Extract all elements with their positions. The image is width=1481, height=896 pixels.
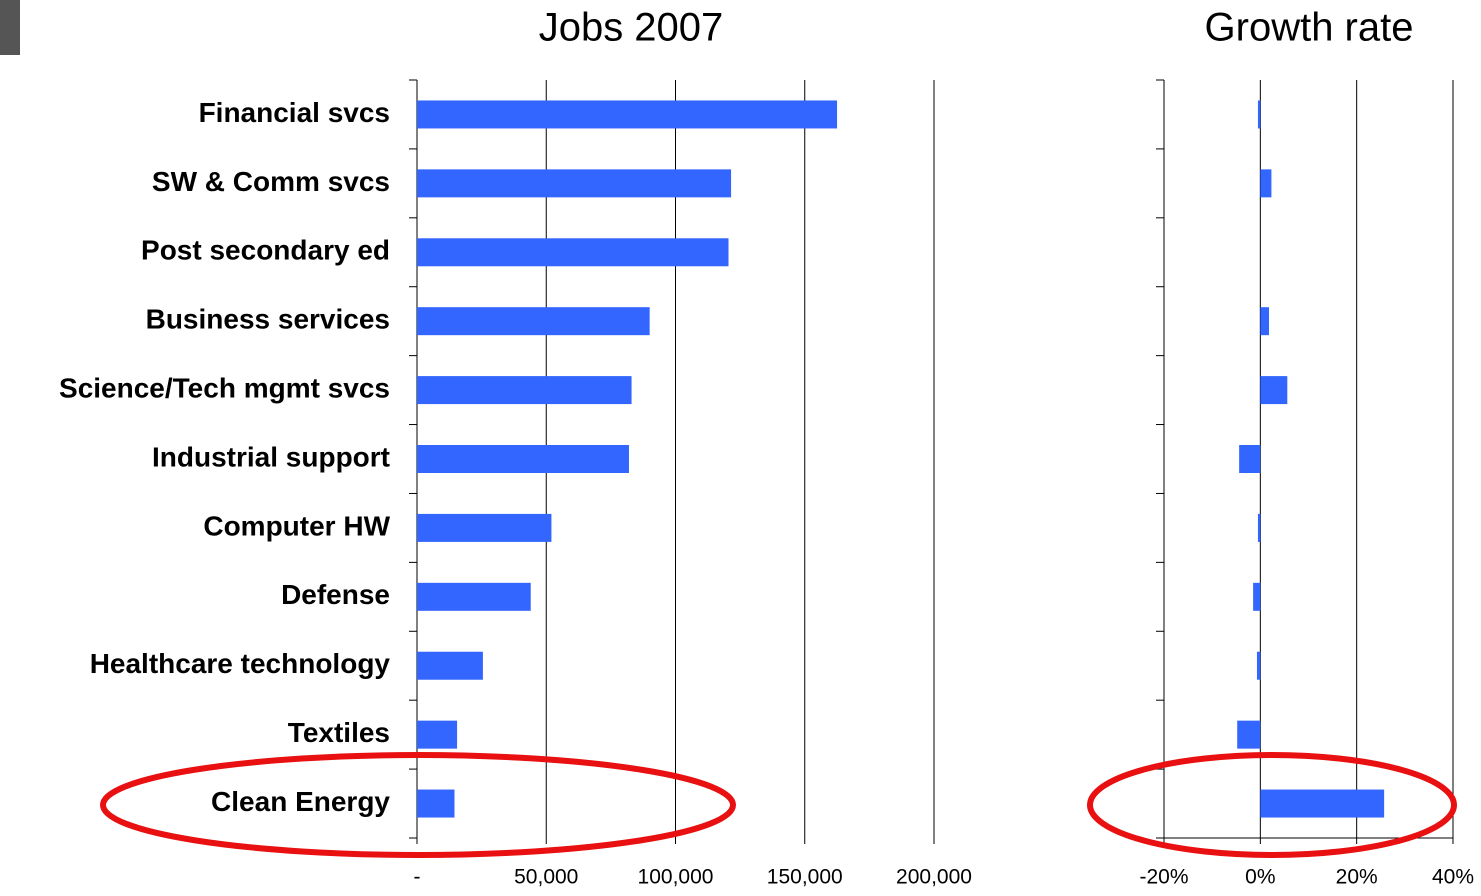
bar	[1257, 513, 1261, 542]
category-label: Clean Energy	[211, 786, 390, 817]
bar	[1239, 445, 1261, 473]
bar	[1256, 651, 1261, 680]
bar	[417, 238, 729, 267]
x-tick-label: -	[414, 866, 421, 889]
category-label: Financial svcs	[199, 97, 390, 128]
category-label: Computer HW	[203, 510, 390, 541]
category-label: Industrial support	[152, 441, 390, 472]
bar	[1260, 307, 1270, 336]
bar	[417, 789, 455, 818]
bar	[417, 376, 632, 405]
bar	[1260, 376, 1288, 405]
chart-title: Growth rate	[1205, 6, 1414, 50]
bar	[1237, 720, 1261, 749]
category-label: Business services	[146, 304, 390, 335]
bar	[417, 445, 629, 473]
bar	[417, 513, 552, 542]
bar	[1260, 789, 1385, 818]
bar	[1253, 582, 1261, 611]
highlight-ellipse	[100, 752, 736, 858]
photo	[0, 0, 20, 55]
category-label: Science/Tech mgmt svcs	[59, 372, 390, 403]
category-label: Healthcare technology	[90, 648, 391, 679]
bar	[417, 651, 483, 680]
highlight-ellipse	[1087, 752, 1457, 858]
x-tick-label: -20%	[1139, 866, 1188, 889]
category-label: SW & Comm svcs	[152, 166, 390, 197]
chart-title: Jobs 2007	[539, 6, 724, 50]
x-tick-label: 150,000	[767, 866, 843, 889]
category-label: Textiles	[288, 717, 390, 748]
bar	[417, 100, 838, 129]
x-tick-label: 20%	[1336, 866, 1378, 889]
x-tick-label: 100,000	[638, 866, 714, 889]
bar	[1257, 100, 1261, 129]
x-tick-label: 40%	[1432, 866, 1474, 889]
bar	[417, 582, 531, 611]
bar	[417, 720, 458, 749]
category-label: Post secondary ed	[141, 235, 390, 266]
bar	[1260, 169, 1272, 198]
bar	[417, 169, 732, 198]
category-label: Defense	[281, 579, 390, 610]
x-tick-label: 50,000	[514, 866, 578, 889]
x-tick-label: 0%	[1245, 866, 1275, 889]
bar	[417, 307, 650, 336]
x-tick-label: 200,000	[896, 866, 972, 889]
